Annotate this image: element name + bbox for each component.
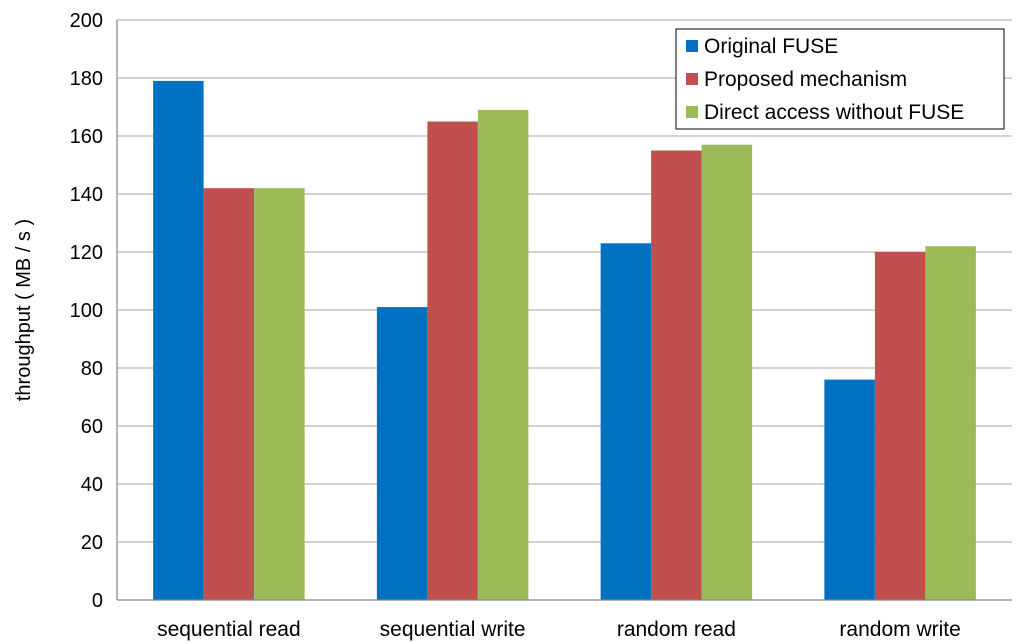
y-tick-label: 200 [70, 10, 103, 32]
bar [824, 379, 875, 600]
y-tick-label: 80 [81, 358, 103, 380]
bar [427, 121, 478, 600]
axes: 0 20 40 60 80 100 120 140 160 180 200 sequential re… [70, 10, 1012, 641]
bar [874, 252, 926, 600]
bar [203, 188, 255, 600]
y-tick-label: 60 [81, 416, 103, 438]
y-axis-title: throughput ( MB / s ) [13, 219, 35, 401]
bar [600, 243, 652, 601]
bar [376, 307, 428, 600]
legend-label: Original FUSE [704, 35, 838, 58]
y-tick-label: 100 [70, 300, 103, 322]
legend-swatch [686, 40, 698, 52]
legend-box [675, 28, 1005, 130]
x-category-label: sequential read [157, 618, 301, 641]
x-category-label: random write [839, 618, 960, 641]
bars [153, 80, 976, 601]
bar [925, 246, 976, 600]
legend-label: Proposed mechanism [704, 68, 907, 91]
bar [701, 144, 753, 600]
bar [153, 80, 204, 600]
y-tick-label: 0 [92, 590, 103, 612]
legend: Original FUSE Proposed mechanism Direct ac… [675, 28, 1005, 130]
bar [254, 188, 305, 600]
y-tick-label: 160 [70, 126, 103, 148]
legend-label: Direct access without FUSE [704, 101, 964, 124]
y-tick-label: 140 [70, 184, 103, 206]
x-category-label: sequential write [380, 618, 526, 641]
bar [651, 150, 702, 600]
y-tick-label: 180 [70, 68, 103, 90]
y-tick-label: 20 [81, 532, 103, 554]
bar [477, 109, 529, 601]
y-tick-label: 120 [70, 242, 103, 264]
y-tick-label: 40 [81, 474, 103, 496]
x-category-label: random read [617, 618, 736, 641]
legend-swatch [686, 106, 698, 118]
legend-swatch [686, 73, 698, 85]
